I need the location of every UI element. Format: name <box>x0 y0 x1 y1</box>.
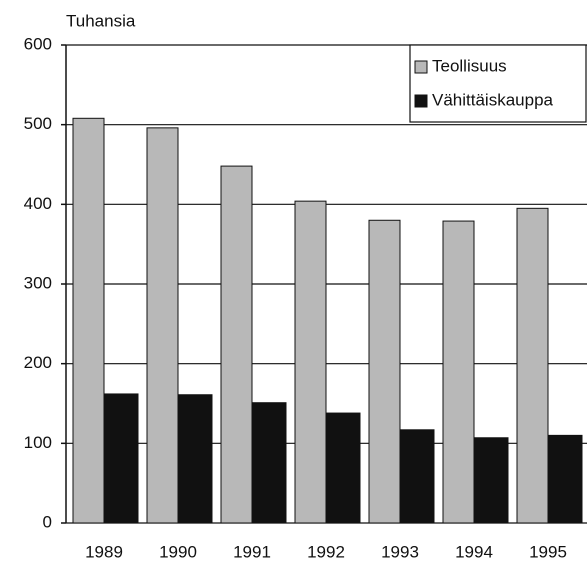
bar <box>103 393 139 524</box>
bar <box>399 429 435 524</box>
y-tick-label: 400 <box>24 194 52 213</box>
legend-box <box>409 44 587 123</box>
y-tick-label: 500 <box>24 114 52 133</box>
x-tick-label: 1990 <box>159 542 197 561</box>
y-axis-label: Tuhansia <box>66 11 136 30</box>
bar <box>72 117 105 524</box>
x-tick-label: 1991 <box>233 542 271 561</box>
bar <box>177 394 213 524</box>
y-tick-label: 200 <box>24 353 52 372</box>
x-tick-label: 1989 <box>85 542 123 561</box>
y-tick-label: 600 <box>24 34 52 53</box>
legend-label: Vähittäiskauppa <box>432 90 554 109</box>
legend-swatch <box>414 60 428 74</box>
y-tick-label: 300 <box>24 273 52 292</box>
bar <box>220 165 253 524</box>
bar <box>473 437 509 524</box>
legend-label: Teollisuus <box>432 56 507 75</box>
x-tick-label: 1994 <box>455 542 493 561</box>
bar <box>294 200 327 524</box>
y-tick-label: 100 <box>24 433 52 452</box>
bar <box>146 127 179 524</box>
y-tick-label: 0 <box>43 512 52 531</box>
x-tick-label: 1993 <box>381 542 419 561</box>
x-tick-label: 1995 <box>529 542 567 561</box>
legend-swatch <box>414 94 428 108</box>
bar <box>368 219 401 524</box>
bar <box>547 434 583 524</box>
bar <box>442 220 475 524</box>
bar <box>251 402 287 524</box>
x-tick-label: 1992 <box>307 542 345 561</box>
bar <box>516 207 549 524</box>
bar <box>325 412 361 524</box>
